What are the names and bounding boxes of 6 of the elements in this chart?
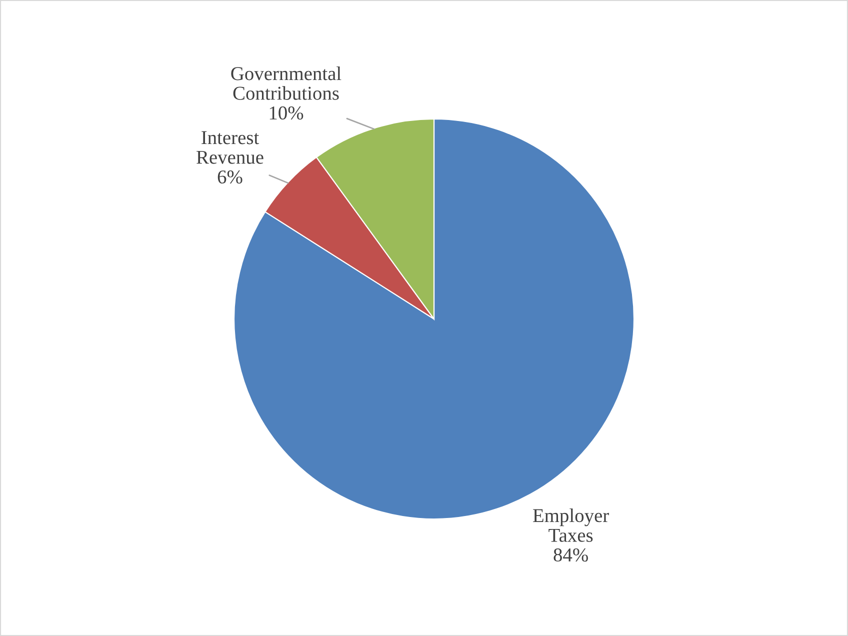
data-label: 6% xyxy=(218,170,242,184)
slice-label: Governmental Contributions xyxy=(231,66,342,100)
slice-label: Employer Taxes xyxy=(533,508,609,542)
data-label: 10% xyxy=(270,106,304,120)
slice-label: Interest Revenue xyxy=(196,131,264,164)
data-label: 84% xyxy=(554,548,588,562)
